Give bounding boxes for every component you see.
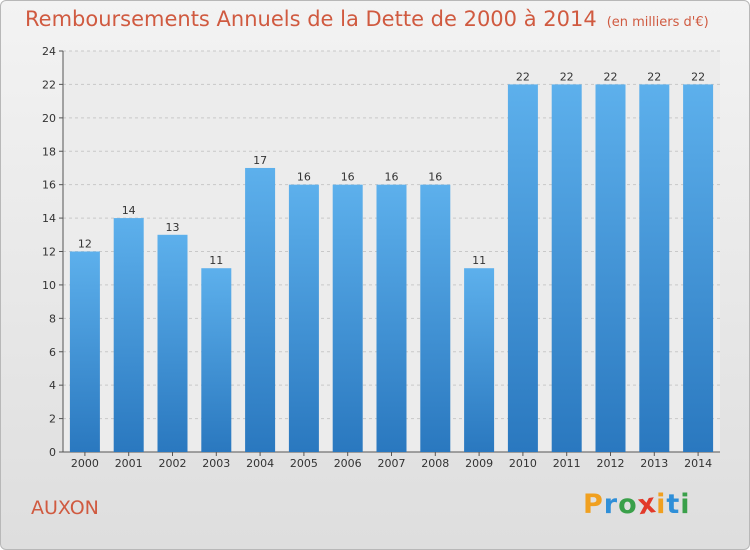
- y-tick-label: 20: [42, 112, 56, 125]
- bar-2006: [332, 184, 363, 452]
- logo-letter: o: [618, 489, 638, 520]
- bar-2009: [464, 268, 495, 452]
- value-label: 14: [122, 204, 136, 217]
- y-tick-label: 18: [42, 145, 56, 158]
- y-tick-label: 8: [49, 312, 56, 325]
- y-tick-label: 0: [49, 446, 56, 459]
- bar-2003: [201, 268, 232, 452]
- x-tick-label: 2011: [553, 457, 581, 470]
- chart-subtitle: (en milliers d'€): [606, 15, 709, 30]
- logo-letter: t: [666, 489, 681, 520]
- bar-2004: [245, 167, 276, 453]
- location-label: AUXON: [31, 497, 99, 519]
- x-tick-label: 2013: [640, 457, 668, 470]
- logo-letter: x: [635, 487, 659, 522]
- value-label: 22: [604, 70, 618, 83]
- bar-2000: [69, 251, 100, 452]
- x-tick-label: 2004: [246, 457, 274, 470]
- value-label: 16: [428, 171, 442, 184]
- x-tick-label: 2006: [334, 457, 362, 470]
- value-label: 17: [253, 154, 267, 167]
- y-tick-label: 22: [42, 78, 56, 91]
- value-label: 11: [472, 254, 486, 267]
- x-tick-label: 2007: [378, 457, 406, 470]
- proxiti-logo[interactable]: Proxiti: [583, 487, 691, 522]
- value-label: 16: [341, 171, 355, 184]
- bar-2012: [595, 84, 626, 453]
- x-tick-label: 2009: [465, 457, 493, 470]
- value-label: 11: [209, 254, 223, 267]
- value-label: 13: [166, 221, 180, 234]
- logo-letter: P: [583, 489, 604, 520]
- y-tick-label: 12: [42, 246, 56, 259]
- value-label: 22: [647, 70, 661, 83]
- x-tick-label: 2005: [290, 457, 318, 470]
- value-label: 22: [516, 70, 530, 83]
- y-tick-label: 14: [42, 212, 56, 225]
- logo-letter: i: [680, 489, 691, 520]
- x-tick-label: 2002: [159, 457, 187, 470]
- x-tick-label: 2008: [421, 457, 449, 470]
- y-tick-label: 2: [49, 413, 56, 426]
- x-tick-label: 2003: [202, 457, 230, 470]
- bar-2010: [507, 84, 538, 453]
- y-tick-label: 6: [49, 346, 56, 359]
- bar-2002: [157, 234, 188, 452]
- value-label: 12: [78, 238, 92, 251]
- logo-letter: r: [603, 489, 619, 520]
- bar-2011: [551, 84, 582, 453]
- x-tick-label: 2014: [684, 457, 712, 470]
- bar-2014: [683, 84, 714, 453]
- value-label: 16: [297, 171, 311, 184]
- logo-letter: i: [656, 489, 667, 520]
- y-tick-label: 16: [42, 179, 56, 192]
- chart-title: Remboursements Annuels de la Dette de 20…: [25, 7, 709, 31]
- y-tick-label: 4: [49, 379, 56, 392]
- x-tick-label: 2010: [509, 457, 537, 470]
- y-tick-label: 24: [42, 45, 56, 58]
- bar-2008: [420, 184, 451, 452]
- bar-2013: [639, 84, 670, 453]
- title-text: Remboursements Annuels de la Dette de 20…: [25, 7, 597, 31]
- y-tick-label: 10: [42, 279, 56, 292]
- bar-2001: [113, 218, 144, 452]
- x-tick-label: 2012: [597, 457, 625, 470]
- x-tick-label: 2001: [115, 457, 143, 470]
- value-label: 22: [560, 70, 574, 83]
- bar-2007: [376, 184, 407, 452]
- bar-2005: [288, 184, 319, 452]
- value-label: 22: [691, 70, 705, 83]
- value-label: 16: [385, 171, 399, 184]
- x-tick-label: 2000: [71, 457, 99, 470]
